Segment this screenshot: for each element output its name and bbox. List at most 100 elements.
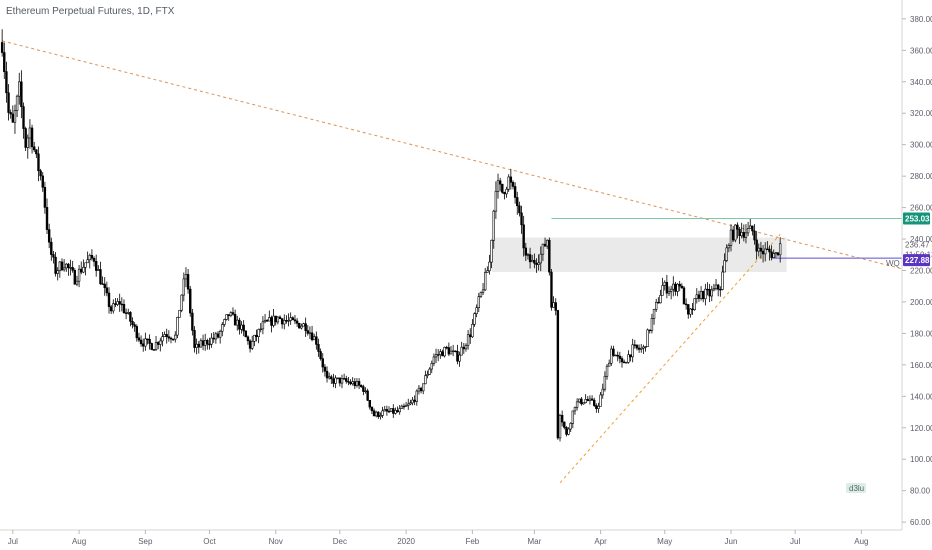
time-tick-label: 2020 (397, 537, 415, 546)
candle-body (377, 411, 380, 417)
time-tick-label: Dec (333, 537, 347, 546)
candle-body (233, 313, 237, 326)
price-tick-label: 200.00 (910, 298, 932, 307)
candle-body (317, 344, 320, 352)
candle-body (631, 344, 634, 358)
candle-body (695, 294, 699, 299)
candle-body (355, 381, 359, 387)
candle-body (364, 390, 367, 392)
candle-body (595, 405, 598, 409)
candle-body (518, 205, 521, 214)
candle-body (543, 243, 547, 247)
candle-body (148, 338, 151, 344)
candle-body (193, 330, 196, 348)
candle-body (35, 149, 38, 155)
time-axis[interactable]: Jul Aug Sep Oct Nov Dec 2020 Feb Mar Apr May Jun Jul… (8, 530, 869, 546)
supply-zone-box (491, 237, 787, 273)
candle-body (680, 285, 684, 289)
candle-body (473, 313, 476, 325)
candle-body (601, 388, 604, 396)
badge-bg (846, 483, 866, 493)
candle-body (231, 312, 235, 315)
candle-body (223, 319, 226, 325)
candle-body (58, 261, 62, 271)
candle-body (761, 250, 765, 255)
price-tick-label: 280.00 (910, 172, 932, 181)
symbol-title[interactable]: Ethereum Perpetual Futures, 1D, FTX (6, 6, 175, 17)
candle-body (368, 400, 371, 408)
candle-body (708, 289, 711, 297)
candle-body (614, 354, 617, 357)
candle-body (298, 322, 301, 329)
candle-body (567, 428, 570, 435)
candle-body (456, 350, 459, 362)
candle-body (573, 406, 577, 412)
candle-body (330, 376, 333, 380)
candle-body (167, 336, 171, 339)
candle-body (15, 95, 19, 111)
candle-body (488, 261, 491, 272)
candle-body (383, 409, 386, 412)
price-axis[interactable]: 380.00 360.00 340.00 320.00 300.00 280.00 260.… (902, 15, 932, 527)
candle-body (509, 176, 513, 183)
candle-body (560, 415, 564, 423)
wq-price-tag-bg (903, 254, 930, 267)
candle-body (727, 245, 731, 249)
candle-body (458, 354, 461, 362)
candle-body (387, 410, 391, 413)
candle-body (469, 334, 472, 338)
candle-body (280, 318, 284, 325)
candle-body (80, 268, 83, 273)
time-tick-label: Apr (594, 537, 607, 546)
candle-body (201, 340, 205, 346)
candle-body (325, 370, 329, 379)
candle-body (462, 346, 466, 350)
candle-body (738, 228, 741, 237)
candle-body (272, 315, 275, 326)
candle-body (669, 288, 673, 292)
candle-body (678, 283, 681, 287)
candle-body (612, 348, 615, 356)
candle-body (652, 308, 656, 319)
candle-body (137, 337, 141, 341)
time-tick-label: Aug (72, 537, 86, 546)
candle-body (357, 381, 361, 386)
candle-body (648, 329, 651, 332)
wq-price-tag: 227.88 (905, 256, 930, 265)
price-tick-label: 380.00 (910, 15, 932, 24)
candle-body (424, 375, 427, 385)
candle-body (490, 239, 493, 263)
candle-body (263, 319, 267, 323)
candle-body (274, 315, 277, 323)
candle-body (492, 210, 495, 241)
candle-body (704, 288, 707, 300)
price-tick-label: 300.00 (910, 141, 932, 150)
candle-body (248, 340, 252, 349)
candle-body (620, 358, 624, 363)
candle-body (109, 306, 113, 312)
candle-body (62, 267, 66, 271)
candle-body (697, 294, 701, 299)
candle-body (7, 92, 10, 113)
candle-body (171, 338, 175, 341)
candle-series[interactable] (0, 29, 782, 442)
price-tick-label: 160.00 (910, 361, 932, 370)
candle-body (366, 390, 369, 401)
candle-body (302, 323, 305, 327)
candle-body (676, 283, 679, 292)
candle-body (757, 247, 760, 252)
price-tick-label: 360.00 (910, 46, 932, 55)
candle-body (9, 112, 12, 115)
candle-body (389, 408, 393, 412)
candle-body (50, 241, 53, 255)
candle-body (142, 343, 145, 347)
candle-body (182, 278, 186, 296)
candle-body (526, 254, 530, 256)
candle-body (667, 291, 671, 294)
time-tick-label: Oct (203, 537, 216, 546)
price-tick-label: 320.00 (910, 109, 932, 118)
candle-body (503, 192, 506, 195)
price-tick-label: 220.00 (910, 267, 932, 276)
candle-body (88, 254, 91, 261)
